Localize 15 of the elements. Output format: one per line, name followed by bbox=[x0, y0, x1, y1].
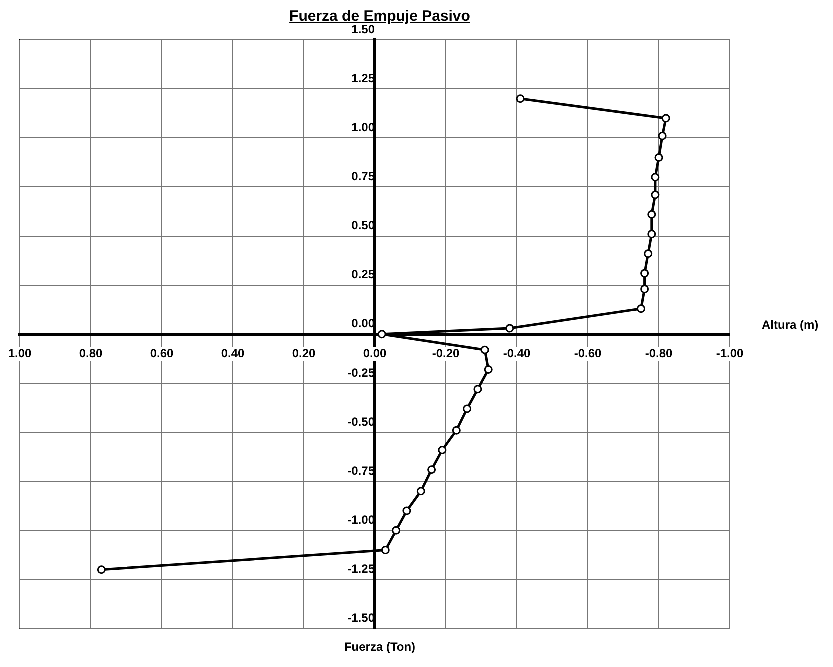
y-tick-label: 1.50 bbox=[352, 22, 376, 36]
y-axis-title: Altura (m) bbox=[762, 318, 819, 332]
x-tick-label: -0.20 bbox=[432, 346, 460, 361]
x-tick-label: 0.00 bbox=[363, 346, 387, 361]
x-tick-label: 1.00 bbox=[8, 346, 32, 361]
chart-title: Fuerza de Empuje Pasivo bbox=[288, 8, 472, 25]
x-tick-label: 0.60 bbox=[150, 346, 174, 361]
x-tick-label: 0.20 bbox=[292, 346, 316, 361]
x-tick-label: 0.40 bbox=[221, 346, 245, 361]
x-tick-label: -1.00 bbox=[716, 346, 744, 361]
x-tick-label: -0.80 bbox=[645, 346, 673, 361]
x-tick-label: 0.80 bbox=[79, 346, 103, 361]
x-tick-label: -0.40 bbox=[503, 346, 531, 361]
x-tick-label: -0.60 bbox=[574, 346, 602, 361]
x-axis-title: Fuerza (Ton) bbox=[343, 640, 417, 654]
